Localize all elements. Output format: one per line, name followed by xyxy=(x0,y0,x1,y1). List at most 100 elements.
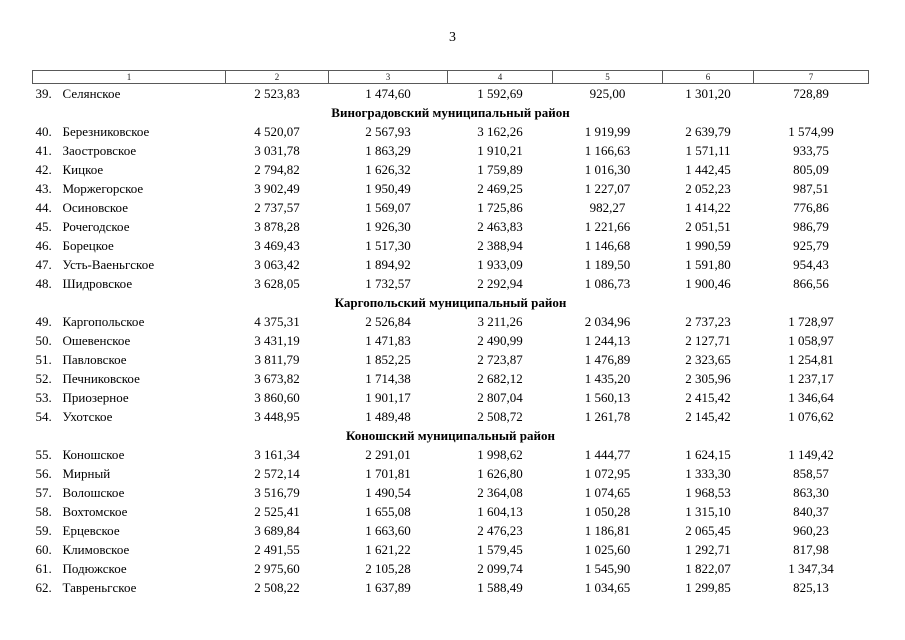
value-cell: 3 431,19 xyxy=(254,333,300,348)
value-cell: 1 189,50 xyxy=(584,257,631,272)
row-number: 53. xyxy=(35,390,52,405)
row-number: 46. xyxy=(35,238,52,253)
value-cell: 1 919,99 xyxy=(584,124,631,139)
value-cell: 776,86 xyxy=(793,200,829,215)
value-cell: 1 560,13 xyxy=(584,390,631,405)
table-row: 51. Павловское 3 811,79 1 852,25 2 723,87 1 4… xyxy=(33,350,869,369)
settlement-name: Усть-Ваеньгское xyxy=(62,257,155,272)
value-cell: 805,09 xyxy=(793,162,829,177)
settlement-name: Шидровское xyxy=(62,276,133,291)
value-cell: 3 161,34 xyxy=(254,447,300,462)
value-cell: 1 474,60 xyxy=(365,86,411,101)
value-cell: 1 621,22 xyxy=(365,542,411,557)
value-cell: 1 663,60 xyxy=(365,523,411,538)
value-cell: 1 910,21 xyxy=(477,143,523,158)
section-header-row: Виноградовский муниципальный район xyxy=(33,103,869,122)
value-cell: 2 127,71 xyxy=(685,333,731,348)
value-cell: 1 237,17 xyxy=(788,371,834,386)
column-header-4: 4 xyxy=(447,70,553,84)
table-row: 43. Моржегорское 3 902,49 1 950,49 2 469,25 1… xyxy=(33,179,869,198)
value-cell: 1 926,30 xyxy=(365,219,411,234)
value-cell: 2 034,96 xyxy=(584,314,631,329)
value-cell: 982,27 xyxy=(589,200,626,215)
table-row: 46. Борецкое 3 469,43 1 517,30 2 388,94 1 146… xyxy=(33,236,869,255)
column-header-6: 6 xyxy=(662,70,754,84)
value-cell: 1 655,08 xyxy=(365,504,411,519)
value-cell: 1 604,13 xyxy=(477,504,523,519)
value-cell: 2 572,14 xyxy=(254,466,300,481)
value-cell: 1 592,69 xyxy=(477,86,523,101)
value-cell: 2 388,94 xyxy=(477,238,523,253)
table-row: 60. Климовское 2 491,55 1 621,22 1 579,45 1 0… xyxy=(33,540,869,559)
value-cell: 858,57 xyxy=(793,466,829,481)
row-number: 57. xyxy=(35,485,52,500)
settlement-name: Тавреньгское xyxy=(62,580,137,595)
value-cell: 1 637,89 xyxy=(365,580,411,595)
value-cell: 1 569,07 xyxy=(365,200,411,215)
settlement-cell: 42. Кицкое xyxy=(33,160,226,179)
value-cell: 1 221,66 xyxy=(584,219,631,234)
section-header: Каргопольский муниципальный район xyxy=(334,295,567,310)
value-cell: 1 852,25 xyxy=(365,352,411,367)
row-number: 51. xyxy=(35,352,52,367)
settlement-name: Печниковское xyxy=(62,371,140,386)
value-cell: 1 490,54 xyxy=(365,485,411,500)
value-cell: 1 728,97 xyxy=(788,314,834,329)
table-row: 44. Осиновское 2 737,57 1 569,07 1 725,86 982… xyxy=(33,198,869,217)
row-number: 49. xyxy=(35,314,52,329)
value-cell: 2 508,22 xyxy=(254,580,300,595)
value-cell: 1 571,11 xyxy=(685,143,731,158)
value-cell: 1 591,80 xyxy=(685,257,731,272)
value-cell: 1 579,45 xyxy=(477,542,523,557)
value-cell: 2 364,08 xyxy=(477,485,523,500)
value-cell: 1 732,57 xyxy=(365,276,411,291)
value-cell: 2 052,23 xyxy=(685,181,731,196)
value-cell: 2 463,83 xyxy=(477,219,523,234)
settlement-name: Ошевенское xyxy=(62,333,131,348)
settlement-cell: 40. Березниковское xyxy=(33,122,226,141)
value-cell: 987,51 xyxy=(793,181,829,196)
value-cell: 1 574,99 xyxy=(788,124,834,139)
value-cell: 1 025,60 xyxy=(584,542,631,557)
value-cell: 925,00 xyxy=(589,86,626,101)
row-number: 44. xyxy=(35,200,52,215)
row-number: 55. xyxy=(35,447,52,462)
table-row: 59. Ерцевское 3 689,84 1 663,60 2 476,23 1 18… xyxy=(33,521,869,540)
value-cell: 3 628,05 xyxy=(254,276,300,291)
settlement-cell: 41. Заостровское xyxy=(33,141,226,160)
value-cell: 2 523,83 xyxy=(254,86,300,101)
settlement-cell: 48. Шидровское xyxy=(33,274,226,293)
settlement-name: Березниковское xyxy=(62,124,150,139)
settlement-name: Борецкое xyxy=(62,238,114,253)
value-cell: 1 146,68 xyxy=(584,238,631,253)
table-row: 61. Подюжское 2 975,60 2 105,28 2 099,74 1 54… xyxy=(33,559,869,578)
value-cell: 2 682,12 xyxy=(477,371,523,386)
value-cell: 1 933,09 xyxy=(477,257,523,272)
value-cell: 825,13 xyxy=(793,580,829,595)
value-cell: 1 442,45 xyxy=(685,162,731,177)
value-cell: 1 990,59 xyxy=(685,238,731,253)
settlement-cell: 50. Ошевенское xyxy=(33,331,226,350)
value-cell: 2 794,82 xyxy=(254,162,300,177)
settlement-cell: 49. Каргопольское xyxy=(33,312,226,331)
table-row: 50. Ошевенское 3 431,19 1 471,83 2 490,99 1 2… xyxy=(33,331,869,350)
settlement-cell: 55. Коношское xyxy=(33,445,226,464)
value-cell: 1 346,64 xyxy=(788,390,834,405)
column-header-7: 7 xyxy=(753,70,869,84)
value-cell: 1 950,49 xyxy=(365,181,411,196)
table-row: 62. Тавреньгское 2 508,22 1 637,89 1 588,49 1… xyxy=(33,578,869,597)
settlement-cell: 53. Приозерное xyxy=(33,388,226,407)
column-header-2: 2 xyxy=(225,70,329,84)
settlement-name: Осиновское xyxy=(62,200,129,215)
page-number: 3 xyxy=(449,30,456,45)
value-cell: 840,37 xyxy=(793,504,829,519)
value-cell: 2 415,42 xyxy=(685,390,731,405)
row-number: 62. xyxy=(35,580,52,595)
value-cell: 1 050,28 xyxy=(584,504,631,519)
value-cell: 3 162,26 xyxy=(477,124,523,139)
value-cell: 1 444,77 xyxy=(584,447,631,462)
value-cell: 1 900,46 xyxy=(685,276,731,291)
settlement-name: Мирный xyxy=(62,466,111,481)
value-cell: 1 701,81 xyxy=(365,466,411,481)
value-cell: 986,79 xyxy=(793,219,829,234)
